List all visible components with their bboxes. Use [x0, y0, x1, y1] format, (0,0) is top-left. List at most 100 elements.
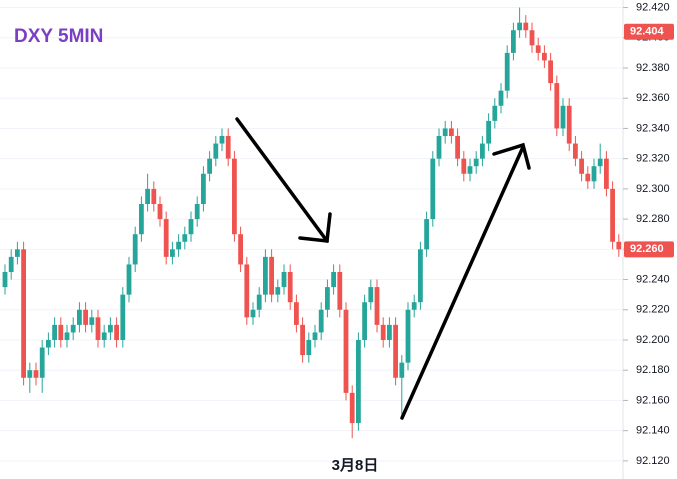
candle-body: [318, 309, 324, 333]
candle-body: [554, 83, 560, 129]
candle-body: [15, 249, 20, 257]
candle-body: [529, 30, 535, 46]
arrow-head: [492, 142, 531, 170]
candle-body: [188, 219, 194, 235]
candle-body: [151, 188, 157, 204]
price-axis: 92.120 92.140 92.160 92.180 92.200 92.220 92.2…: [623, 1, 674, 467]
y-tick-label: 92.140: [636, 425, 670, 437]
candle-body: [70, 324, 76, 333]
candle-body: [418, 249, 423, 303]
candle-body: [312, 332, 318, 340]
candle-body: [498, 90, 504, 106]
y-tick-label: 92.160: [636, 394, 670, 406]
candle-body: [27, 370, 33, 378]
candle-body: [306, 339, 312, 356]
candle-body: [604, 158, 609, 189]
candle-body: [275, 287, 281, 295]
candle-body: [511, 30, 516, 53]
candle-body: [294, 302, 299, 325]
candle-body: [46, 339, 51, 348]
grid: [0, 7, 623, 462]
candle-body: [356, 339, 361, 424]
candle-body: [263, 256, 268, 295]
y-tick-label: 92.340: [636, 122, 670, 134]
candle-body: [8, 256, 14, 272]
candle-body: [455, 135, 460, 159]
candle-body: [120, 294, 126, 340]
y-tick-label: 92.360: [636, 92, 670, 104]
candle-body: [380, 324, 386, 340]
chart-title: DXY 5MIN: [14, 26, 103, 47]
y-tick-label: 92.120: [636, 455, 670, 467]
candle-body: [95, 317, 101, 340]
y-tick-label: 92.180: [636, 364, 670, 376]
candle-body: [219, 135, 225, 144]
candle-body: [33, 370, 39, 378]
candle-body: [591, 166, 597, 182]
y-tick-label: 92.380: [636, 62, 670, 74]
candle-body: [504, 52, 510, 91]
candle-body: [64, 332, 70, 340]
candle-body: [194, 203, 200, 220]
candle-body: [132, 234, 138, 265]
candle-body: [467, 166, 473, 174]
candle-body: [157, 203, 163, 220]
candle-body: [83, 309, 88, 325]
candle-body: [176, 241, 181, 250]
candle-body: [461, 158, 467, 174]
candle-body: [101, 332, 107, 340]
candle-body: [281, 271, 287, 288]
candle-body: [89, 317, 95, 325]
candle-body: [39, 347, 45, 378]
price-label: 92.260: [630, 243, 664, 255]
arrow-up: [400, 145, 525, 420]
candle-body: [182, 234, 188, 242]
candle-body: [250, 309, 256, 318]
candle-body: [597, 158, 603, 167]
y-tick-label: 92.320: [636, 153, 670, 165]
candle-body: [473, 158, 479, 167]
candle-body: [170, 249, 175, 257]
y-tick-label: 92.420: [636, 1, 670, 13]
candle-body: [201, 173, 206, 204]
candle-body: [362, 302, 367, 340]
y-tick-label: 92.300: [636, 183, 670, 195]
candle-body: [430, 158, 436, 220]
candle-body: [542, 52, 547, 61]
candle-body: [2, 271, 8, 288]
arrow-down: [235, 117, 329, 243]
candle-body: [244, 264, 250, 318]
candle-body: [424, 219, 429, 250]
candle-body: [517, 22, 522, 31]
candle-body: [238, 234, 243, 265]
candle-body: [548, 60, 553, 84]
candle-body: [207, 158, 212, 174]
candle-body: [139, 203, 144, 235]
candle-body: [108, 324, 113, 333]
candle-body: [225, 135, 231, 159]
candle-body: [343, 309, 349, 393]
candle-body: [287, 271, 293, 303]
candle-body: [492, 105, 498, 121]
candle-body: [523, 22, 529, 31]
candle-body: [399, 362, 405, 378]
candle-body: [325, 287, 330, 310]
annotation-arrows: [235, 117, 531, 420]
candle-body: [560, 105, 566, 129]
candle-body: [232, 158, 237, 235]
price-label-box: [624, 23, 674, 40]
y-tick-label: 92.200: [636, 334, 670, 346]
y-tick-label: 92.240: [636, 273, 670, 285]
candle-body: [411, 302, 417, 310]
candle-body: [387, 324, 392, 340]
candle-body: [77, 309, 82, 325]
candle-body: [368, 287, 374, 303]
candle-body: [126, 264, 132, 295]
price-label-box: [624, 241, 674, 258]
arrow-head: [298, 212, 332, 243]
candle-body: [480, 143, 485, 159]
candle-body: [535, 45, 541, 53]
y-tick-label: 92.220: [636, 304, 670, 316]
